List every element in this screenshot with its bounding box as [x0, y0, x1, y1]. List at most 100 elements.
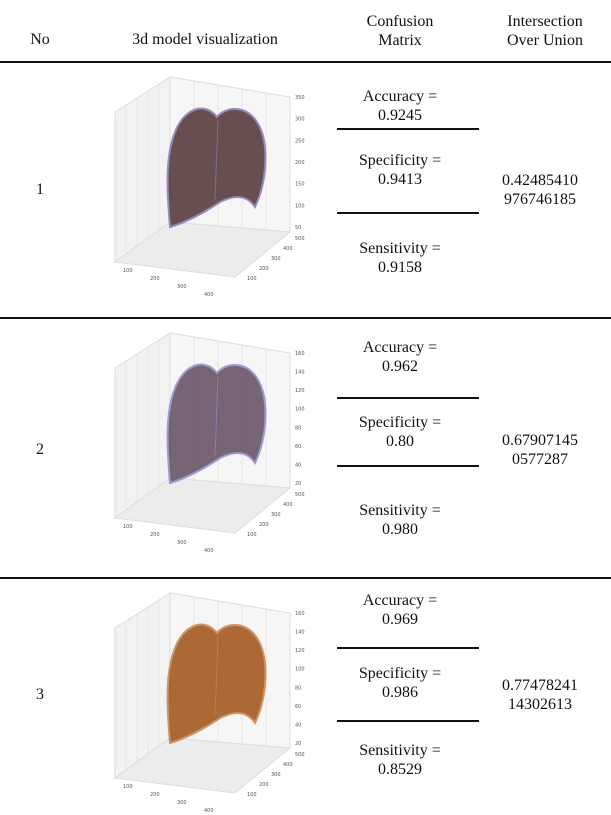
z-tick-label: 150 [295, 182, 305, 188]
metric-label: Accuracy = [330, 338, 470, 357]
header-iou: Intersection Over Union [490, 12, 600, 50]
x-tick-label: 300 [177, 800, 187, 806]
z-tick-label: 20 [295, 741, 301, 747]
x-tick-label: 100 [123, 524, 133, 530]
header-rule [0, 61, 611, 63]
metric-value: 0.980 [330, 520, 470, 539]
z-tick-label: 120 [295, 648, 305, 654]
z-tick-label: 160 [295, 351, 305, 357]
x-tick-label: 200 [150, 792, 160, 798]
z-tick-label: 200 [295, 160, 305, 166]
x-tick-label: 300 [177, 540, 187, 546]
metric-value: 0.9413 [330, 170, 470, 189]
metric: Accuracy =0.962 [330, 338, 470, 376]
y-tick-label: 100 [247, 532, 257, 538]
metric: Accuracy =0.969 [330, 591, 470, 629]
z-tick-label: 160 [295, 611, 305, 617]
model-plot: 1601401201008060402010020030040050050040… [95, 588, 315, 815]
x-tick-label: 400 [204, 548, 214, 554]
row-rule [0, 577, 611, 579]
header-no: No [20, 30, 60, 49]
header-visualization: 3d model visualization [100, 30, 310, 49]
metric: Sensitivity =0.9158 [330, 239, 470, 277]
row-number: 3 [20, 685, 60, 704]
metric: Specificity =0.986 [330, 664, 470, 702]
model-plot: 3503002502001501005010020030040050050040… [95, 72, 315, 300]
z-tick-label: 50 [295, 225, 301, 231]
z-tick-label: 140 [295, 630, 305, 636]
metric-label: Sensitivity = [330, 239, 470, 258]
metric-separator [337, 465, 479, 467]
metric: Specificity =0.80 [330, 413, 470, 451]
z-tick-label: 60 [295, 444, 301, 450]
y-tick-label: 200 [259, 266, 269, 272]
metric-label: Specificity = [330, 151, 470, 170]
z-tick-label: 20 [295, 481, 301, 487]
x-tick-label: 200 [150, 532, 160, 538]
metric-separator [337, 397, 479, 399]
metric-label: Sensitivity = [330, 741, 470, 760]
z-tick-label: 250 [295, 138, 305, 144]
model-plot: 1601401201008060402010020030040050050040… [95, 328, 315, 556]
metric-value: 0.962 [330, 357, 470, 376]
metric-value: 0.9158 [330, 258, 470, 277]
metric-value: 0.9245 [330, 106, 470, 125]
row-rule [0, 317, 611, 319]
metric-value: 0.986 [330, 683, 470, 702]
metric: Sensitivity =0.980 [330, 501, 470, 539]
x-tick-label: 100 [123, 784, 133, 790]
z-tick-label: 80 [295, 685, 301, 691]
metric-label: Specificity = [330, 664, 470, 683]
y-tick-label: 500 [295, 236, 305, 242]
metric-separator [337, 212, 479, 214]
y-tick-label: 100 [247, 792, 257, 798]
table-page: No 3d model visualization Confusion Matr… [0, 0, 611, 815]
metric-label: Sensitivity = [330, 501, 470, 520]
metric: Specificity =0.9413 [330, 151, 470, 189]
y-tick-label: 300 [271, 256, 281, 262]
header-confusion: Confusion Matrix [350, 12, 450, 50]
iou-value: 0.679071450577287 [501, 431, 579, 469]
z-tick-label: 100 [295, 667, 305, 673]
y-tick-label: 400 [283, 246, 293, 252]
y-tick-label: 300 [271, 772, 281, 778]
y-tick-label: 400 [283, 762, 293, 768]
z-tick-label: 120 [295, 388, 305, 394]
z-tick-label: 140 [295, 370, 305, 376]
metric-label: Accuracy = [330, 591, 470, 610]
row-number: 2 [20, 440, 60, 459]
y-tick-label: 200 [259, 782, 269, 788]
metric-separator [337, 720, 479, 722]
z-tick-label: 100 [295, 203, 305, 209]
x-tick-label: 300 [177, 284, 187, 290]
z-tick-label: 100 [295, 407, 305, 413]
y-tick-label: 300 [271, 512, 281, 518]
y-tick-label: 500 [295, 492, 305, 498]
z-tick-label: 350 [295, 95, 305, 101]
metric-value: 0.969 [330, 610, 470, 629]
metric-value: 0.80 [330, 432, 470, 451]
x-tick-label: 400 [204, 808, 214, 814]
x-tick-label: 200 [150, 276, 160, 282]
x-tick-label: 400 [204, 292, 214, 298]
y-tick-label: 400 [283, 502, 293, 508]
metric-separator [337, 647, 479, 649]
iou-value: 0.7747824114302613 [501, 676, 579, 714]
y-tick-label: 200 [259, 522, 269, 528]
metric: Sensitivity =0.8529 [330, 741, 470, 779]
y-tick-label: 100 [247, 276, 257, 282]
metric-separator [337, 128, 479, 130]
x-tick-label: 100 [123, 268, 133, 274]
z-tick-label: 40 [295, 462, 301, 468]
metric: Accuracy =0.9245 [330, 87, 470, 125]
z-tick-label: 40 [295, 722, 301, 728]
z-tick-label: 80 [295, 425, 301, 431]
z-tick-label: 60 [295, 704, 301, 710]
metric-label: Accuracy = [330, 87, 470, 106]
z-tick-label: 300 [295, 117, 305, 123]
metric-value: 0.8529 [330, 760, 470, 779]
y-tick-label: 500 [295, 752, 305, 758]
row-number: 1 [20, 180, 60, 199]
metric-label: Specificity = [330, 413, 470, 432]
iou-value: 0.42485410976746185 [501, 171, 579, 209]
